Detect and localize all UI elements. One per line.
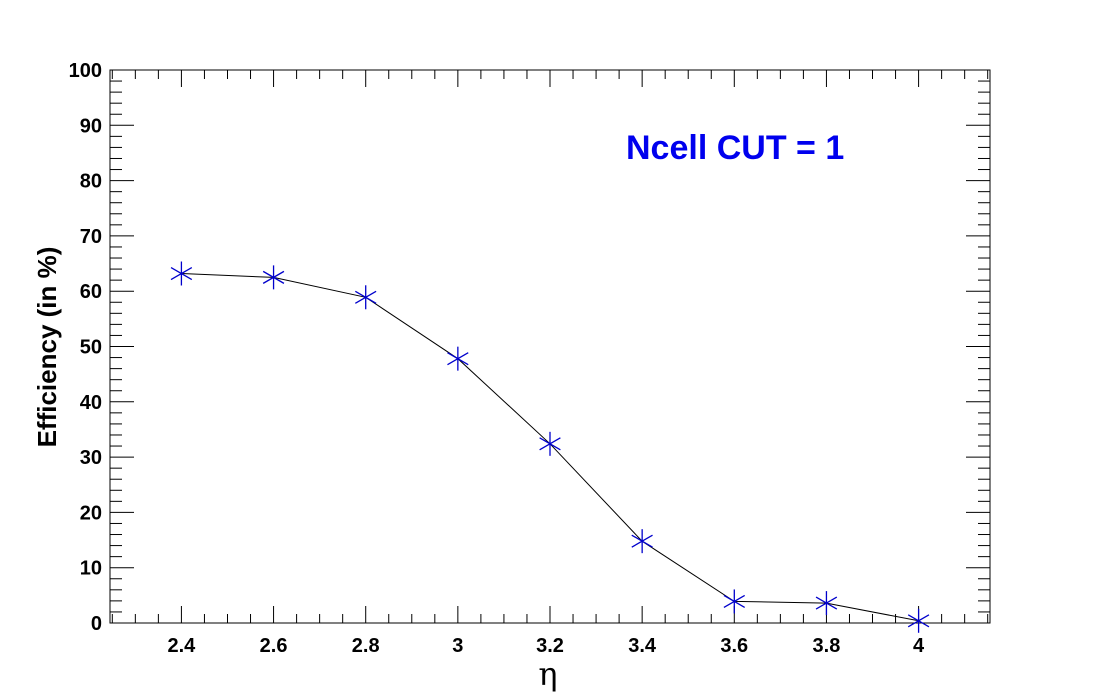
- y-tick-label: 70: [80, 226, 102, 248]
- y-tick-label: 60: [80, 281, 102, 303]
- y-tick-label: 0: [91, 613, 102, 635]
- data-point-marker: [631, 529, 653, 554]
- x-tick-label: 3: [452, 635, 463, 657]
- data-point-marker: [723, 589, 746, 614]
- tick-marks: [110, 69, 990, 624]
- data-point-marker: [262, 265, 285, 290]
- annotation-label: Ncell CUT = 1: [626, 129, 844, 167]
- data-point-marker: [539, 431, 561, 456]
- y-tick-label: 30: [80, 447, 102, 469]
- series-layer: [170, 261, 930, 633]
- x-tick-label: 2.4: [168, 635, 197, 657]
- x-tick-label: 3.6: [720, 635, 748, 657]
- x-tick-label: 3.8: [813, 635, 841, 657]
- y-axis-title: Efficiency (in %): [32, 247, 62, 448]
- data-point-marker: [447, 346, 469, 371]
- data-point-marker: [170, 261, 193, 286]
- x-axis-title: η: [538, 655, 557, 693]
- x-tick-label: 3.4: [628, 635, 657, 657]
- x-tick-label: 4: [913, 635, 925, 657]
- x-tick-label: 3.2: [536, 635, 564, 657]
- y-tick-label: 50: [80, 337, 102, 359]
- y-tick-label: 90: [80, 115, 102, 137]
- tick-labels: 0 10 20 30 40 50 60 70 80 90 100 2.4 2.6 2.8 3 3.2 3.4 3.…: [69, 60, 925, 657]
- data-point-marker: [907, 608, 930, 633]
- y-tick-label: 80: [80, 171, 102, 193]
- y-tick-label: 100: [69, 60, 102, 82]
- y-tick-label: 40: [80, 392, 102, 414]
- data-point-marker: [815, 591, 838, 616]
- x-tick-label: 2.6: [260, 635, 288, 657]
- y-tick-label: 20: [80, 502, 102, 524]
- x-tick-label: 2.8: [352, 635, 380, 657]
- y-tick-label: 10: [80, 558, 102, 580]
- plot-frame: [109, 69, 991, 624]
- data-point-marker: [354, 285, 377, 310]
